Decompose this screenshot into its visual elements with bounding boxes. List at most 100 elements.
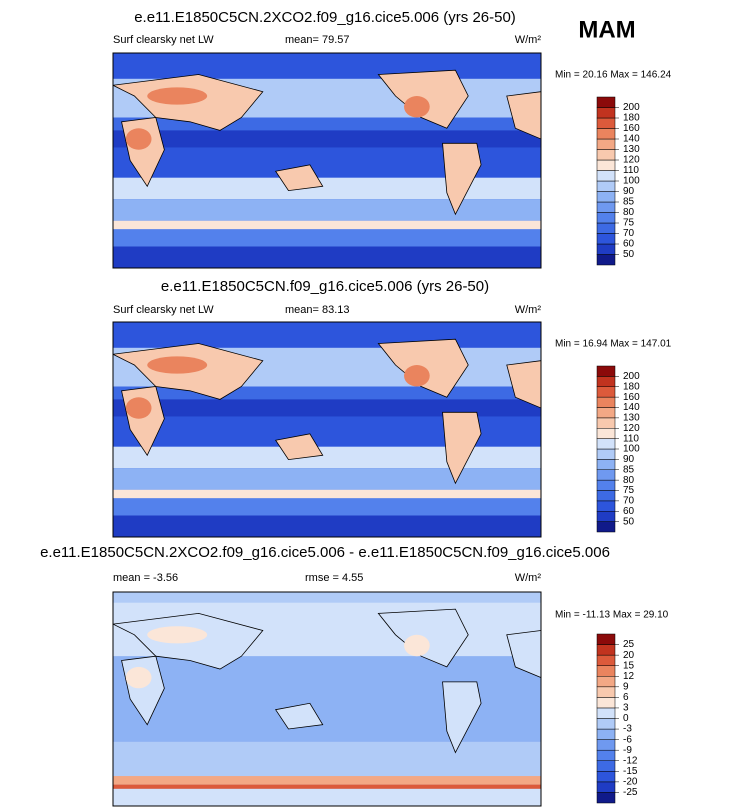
colorbar-box	[596, 428, 616, 439]
field-band	[113, 53, 541, 79]
colorbar-box	[596, 707, 616, 719]
land	[506, 91, 541, 140]
colorbar-label: 90	[623, 186, 635, 197]
colorbar-label: 70	[623, 496, 635, 507]
hot-region	[147, 87, 208, 105]
colorbar-label: 85	[623, 464, 635, 475]
colorbar-label: 50	[623, 516, 635, 527]
colorbar-label: 70	[623, 228, 635, 239]
field-band	[113, 446, 541, 469]
map-field	[113, 53, 541, 268]
units-label: W/m²	[515, 304, 542, 316]
land	[442, 681, 482, 754]
colorbar-box	[596, 676, 616, 688]
colorbar-label: 160	[623, 392, 640, 403]
season-label: MAM	[578, 16, 635, 43]
colorbar-label: 110	[623, 165, 639, 176]
panel-center-label: rmse = 4.55	[305, 572, 363, 584]
land	[442, 411, 482, 485]
colorbar-label: 6	[623, 692, 629, 703]
colorbar-label: 15	[623, 660, 635, 671]
colorbar-box	[596, 170, 616, 182]
hot-region	[125, 666, 152, 689]
panel-title: e.e11.E1850C5CN.f09_g16.cice5.006 (yrs 2…	[161, 278, 489, 295]
colorbar-label: -25	[623, 787, 638, 798]
field-band	[113, 498, 541, 516]
colorbar-label: 80	[623, 207, 635, 218]
panel-title: e.e11.E1850C5CN.2XCO2.f09_g16.cice5.006 …	[134, 9, 516, 26]
colorbar-box	[596, 138, 616, 150]
map-frame	[112, 321, 542, 538]
panel-title: e.e11.E1850C5CN.2XCO2.f09_g16.cice5.006 …	[40, 544, 610, 561]
units-label: W/m²	[515, 572, 542, 584]
land	[506, 630, 541, 679]
colorbar-box	[596, 781, 616, 793]
colorbar-box	[596, 365, 616, 377]
colorbar-box	[596, 749, 616, 761]
colorbar-label: -12	[623, 755, 638, 766]
hot-region	[125, 128, 152, 150]
colorbar-label: 110	[623, 433, 639, 444]
colorbar-label: 90	[623, 454, 635, 465]
colorbar-box	[596, 633, 616, 645]
map-field	[113, 322, 541, 537]
field-band	[113, 130, 541, 148]
colorbar-box	[596, 233, 616, 245]
colorbar-box	[596, 159, 616, 171]
field-band	[113, 489, 541, 499]
field-band	[113, 246, 541, 268]
field-band	[113, 776, 541, 785]
colorbar-box	[596, 654, 616, 666]
colorbar-box	[596, 407, 616, 419]
colorbar-label: -15	[623, 766, 638, 777]
map-field	[113, 592, 541, 806]
colorbar-box	[596, 222, 616, 234]
colorbar-box	[596, 243, 616, 255]
field-band	[113, 784, 541, 789]
colorbar-label: 75	[623, 485, 635, 496]
colorbar-box	[596, 479, 616, 491]
colorbar-label: 180	[623, 381, 640, 392]
map	[112, 321, 542, 538]
colorbar-label: 130	[623, 144, 640, 155]
colorbar-label: 140	[623, 134, 640, 145]
colorbar-box	[596, 386, 616, 398]
colorbar-label: 60	[623, 506, 635, 517]
colorbar-label: -20	[623, 777, 638, 788]
colorbar-box	[596, 521, 616, 533]
colorbar-label: 60	[623, 239, 635, 250]
hot-region	[125, 397, 152, 419]
map-frame	[112, 52, 542, 269]
colorbar-label: 9	[623, 681, 629, 692]
colorbar-box	[596, 212, 616, 224]
panel-center-label: mean= 83.13	[285, 304, 350, 316]
min-max-label: Min = 16.94 Max = 147.01	[555, 339, 672, 350]
colorbar-box	[596, 490, 616, 502]
colorbar-label: 200	[623, 371, 640, 382]
hot-region	[404, 96, 430, 118]
colorbar-label: 140	[623, 402, 640, 413]
colorbar-label: 3	[623, 703, 629, 714]
colorbar-label: 200	[623, 102, 640, 113]
hot-region	[404, 634, 430, 657]
colorbar-box	[596, 396, 616, 408]
panel-center-label: mean= 79.57	[285, 34, 350, 46]
land	[274, 164, 324, 192]
colorbar-label: 25	[623, 639, 635, 650]
colorbar-label: 12	[623, 671, 635, 682]
colorbar-label: 160	[623, 123, 640, 134]
colorbar-box	[596, 739, 616, 751]
colorbar-box	[596, 644, 616, 656]
land	[274, 433, 324, 461]
field-band	[113, 788, 541, 806]
land	[506, 360, 541, 409]
colorbar-label: 80	[623, 475, 635, 486]
colorbar-box	[596, 459, 616, 470]
colorbar-box	[596, 511, 616, 522]
min-max-label: Min = 20.16 Max = 146.24	[555, 70, 672, 81]
colorbar-box	[596, 96, 616, 108]
colorbar-box	[596, 500, 616, 512]
panel-left-label: Surf clearsky net LW	[113, 34, 214, 46]
map-frame	[112, 591, 542, 807]
colorbar-box	[596, 792, 616, 804]
